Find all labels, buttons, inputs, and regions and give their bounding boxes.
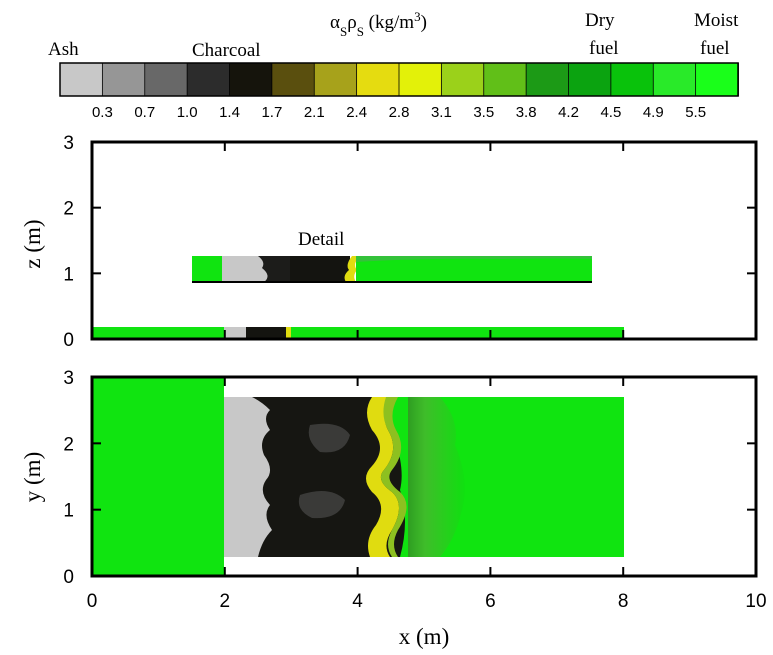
panel-top-ylabel: y (m) [20,452,45,502]
panel-top-frame [90,375,758,578]
colorbar-cell [313,62,358,97]
colorbar-label-charcoal: Charcoal [192,40,261,61]
colorbar-tick-label: 2.4 [346,104,367,121]
x-tick-label: 6 [485,591,496,612]
colorbar-cell [186,62,231,97]
colorbar-tick-label: 4.5 [600,104,621,121]
colorbar-tick-label: 4.9 [643,104,664,121]
colorbar-cell [483,62,528,97]
top-unburnt-strip [93,378,224,575]
panel-side-frame [90,140,758,341]
colorbar-label-dry-line1: Dry [585,10,615,31]
colorbar-cell [440,62,485,97]
y-tick-label: 3 [63,133,74,154]
ground-bed-charcoal [246,327,288,339]
y-tick-label: 3 [63,368,74,389]
upper-bed-ash-edge [258,256,300,282]
upper-bed-charcoal [290,256,350,282]
ground-bed-fuel [291,327,624,339]
colorbar-cell [525,62,570,97]
x-tick-label: 2 [220,591,231,612]
colorbar-label-moist-line2: fuel [700,38,730,59]
colorbar-tick-label: 0.7 [134,104,155,121]
colorbar-cells [59,62,739,97]
panel-top-y-axis: 0 1 2 3 [63,368,756,588]
y-tick-label: 1 [63,264,74,285]
upper-bed-unburnt-left [192,256,222,282]
top-charcoal-highlight-lower [298,491,345,519]
colorbar-tick-label: 5.5 [685,104,706,121]
panel-top-xlabel: x (m) [399,624,449,649]
colorbar-tick-label: 3.8 [516,104,537,121]
panel-side-y-axis: 0 1 2 3 [63,133,757,351]
top-charcoal-zone [252,397,405,557]
ground-bed-front [286,327,291,339]
colorbar-tick-label: 3.5 [473,104,494,121]
ground-bed-unburnt-left [93,327,225,339]
x-tick-label: 10 [745,591,766,612]
panel-side-view: Detail 0 1 2 3 z (m) [20,133,758,351]
colorbar-cell [144,62,189,97]
y-tick-label: 2 [63,199,74,220]
upper-bed-front-yellow [344,256,360,282]
colorbar-tick-label: 3.1 [431,104,452,121]
upper-fuel-bed [192,256,592,283]
detail-annotation: Detail [298,229,344,250]
colorbar-tick-label: 1.0 [177,104,198,121]
colorbar-cell [356,62,400,97]
panel-top-view: 0 1 2 3 0 2 4 6 8 10 y (m) x (m) [20,368,767,649]
colorbar-cell [398,62,443,97]
y-tick-label: 0 [63,567,74,588]
colorbar-label-dry-line2: fuel [589,38,619,59]
colorbar-tick-label: 1.7 [261,104,282,121]
colorbar-cell [271,62,316,97]
colorbar-cell [695,62,739,97]
colorbar: αSρS (kg/m3) Ash Charcoal Dry fuel Moist… [48,9,739,122]
y-tick-label: 2 [63,434,74,455]
colorbar-tick-label: 2.1 [304,104,325,121]
y-tick-label: 1 [63,501,74,522]
colorbar-cell [610,62,655,97]
colorbar-tick-label: 4.2 [558,104,579,121]
top-dry-fuel-zone [408,397,465,557]
x-tick-label: 4 [352,591,363,612]
colorbar-label-moist-line1: Moist [694,10,739,31]
x-tick-label: 8 [618,591,629,612]
colorbar-frame [59,62,739,97]
colorbar-label-ash: Ash [48,39,79,60]
colorbar-cell [101,62,146,97]
colorbar-tick-label: 1.4 [219,104,240,121]
upper-bed-dry-zone [356,256,592,262]
colorbar-tick-label: 2.8 [389,104,410,121]
colorbar-title: αSρS (kg/m3) [330,9,427,39]
ground-bed-ash [224,327,246,339]
upper-bed-dry-fuel [356,256,592,282]
colorbar-cell [229,62,273,97]
y-tick-label: 0 [63,330,74,351]
panel-top-x-axis: 0 2 4 6 8 10 [87,377,767,612]
colorbar-ticks: 0.3 0.7 1.0 1.4 1.7 2.1 2.4 2.8 3.1 3.5 3.8 4.2 4.5 4… [92,104,706,121]
panel-side-ylabel: z (m) [20,219,45,268]
ground-fuel-bed [93,327,624,339]
colorbar-cell [59,62,104,97]
colorbar-tick-label: 0.3 [92,104,113,121]
x-tick-label: 0 [87,591,98,612]
top-fire-front-olive [380,397,407,557]
colorbar-cell [568,62,612,97]
top-fire-front-yellow [366,397,399,557]
colorbar-cell [652,62,697,97]
top-charcoal-highlight-upper [308,423,350,453]
